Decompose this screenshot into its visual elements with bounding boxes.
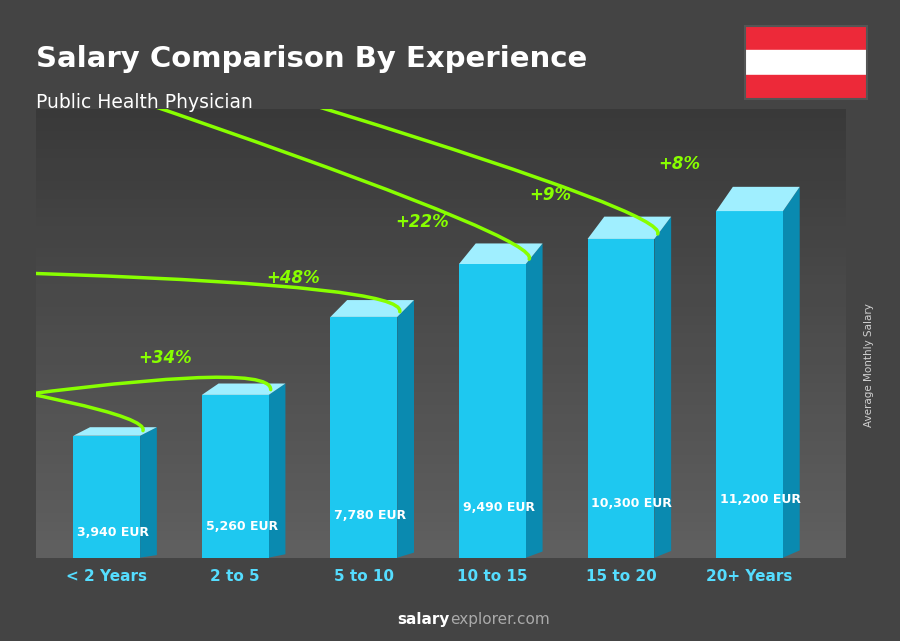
Polygon shape (73, 427, 157, 436)
Text: 10,300 EUR: 10,300 EUR (591, 497, 672, 510)
Text: explorer.com: explorer.com (450, 612, 550, 627)
Text: +9%: +9% (529, 186, 572, 204)
Text: Public Health Physician: Public Health Physician (36, 93, 253, 112)
Bar (202, 395, 269, 558)
Text: 3,940 EUR: 3,940 EUR (77, 526, 149, 539)
Text: salary: salary (398, 612, 450, 627)
FancyArrowPatch shape (0, 0, 658, 234)
Polygon shape (397, 300, 414, 558)
Polygon shape (202, 383, 285, 395)
Text: +48%: +48% (266, 269, 320, 287)
Text: +22%: +22% (395, 213, 449, 231)
Polygon shape (588, 217, 671, 239)
Text: 5,260 EUR: 5,260 EUR (206, 520, 278, 533)
Bar (588, 239, 654, 558)
Text: +34%: +34% (138, 349, 192, 367)
Text: 11,200 EUR: 11,200 EUR (720, 493, 801, 506)
Bar (745, 75, 867, 99)
FancyArrowPatch shape (0, 377, 271, 629)
Polygon shape (783, 187, 800, 558)
Polygon shape (716, 187, 800, 211)
Polygon shape (526, 244, 543, 558)
Bar (73, 436, 140, 558)
Text: 7,780 EUR: 7,780 EUR (334, 508, 407, 522)
Polygon shape (330, 300, 414, 317)
Polygon shape (654, 217, 671, 558)
Text: Average Monthly Salary: Average Monthly Salary (863, 303, 874, 428)
Bar (745, 50, 867, 75)
Polygon shape (269, 383, 285, 558)
Bar (716, 211, 783, 558)
Bar (459, 264, 526, 558)
Polygon shape (140, 427, 157, 558)
FancyArrowPatch shape (0, 195, 143, 431)
Bar (745, 26, 867, 50)
Polygon shape (459, 244, 543, 264)
Text: Salary Comparison By Experience: Salary Comparison By Experience (36, 45, 587, 73)
FancyArrowPatch shape (0, 0, 529, 259)
Bar (330, 317, 397, 558)
FancyArrowPatch shape (0, 263, 400, 312)
Text: 9,490 EUR: 9,490 EUR (463, 501, 535, 513)
Text: +8%: +8% (658, 155, 700, 173)
